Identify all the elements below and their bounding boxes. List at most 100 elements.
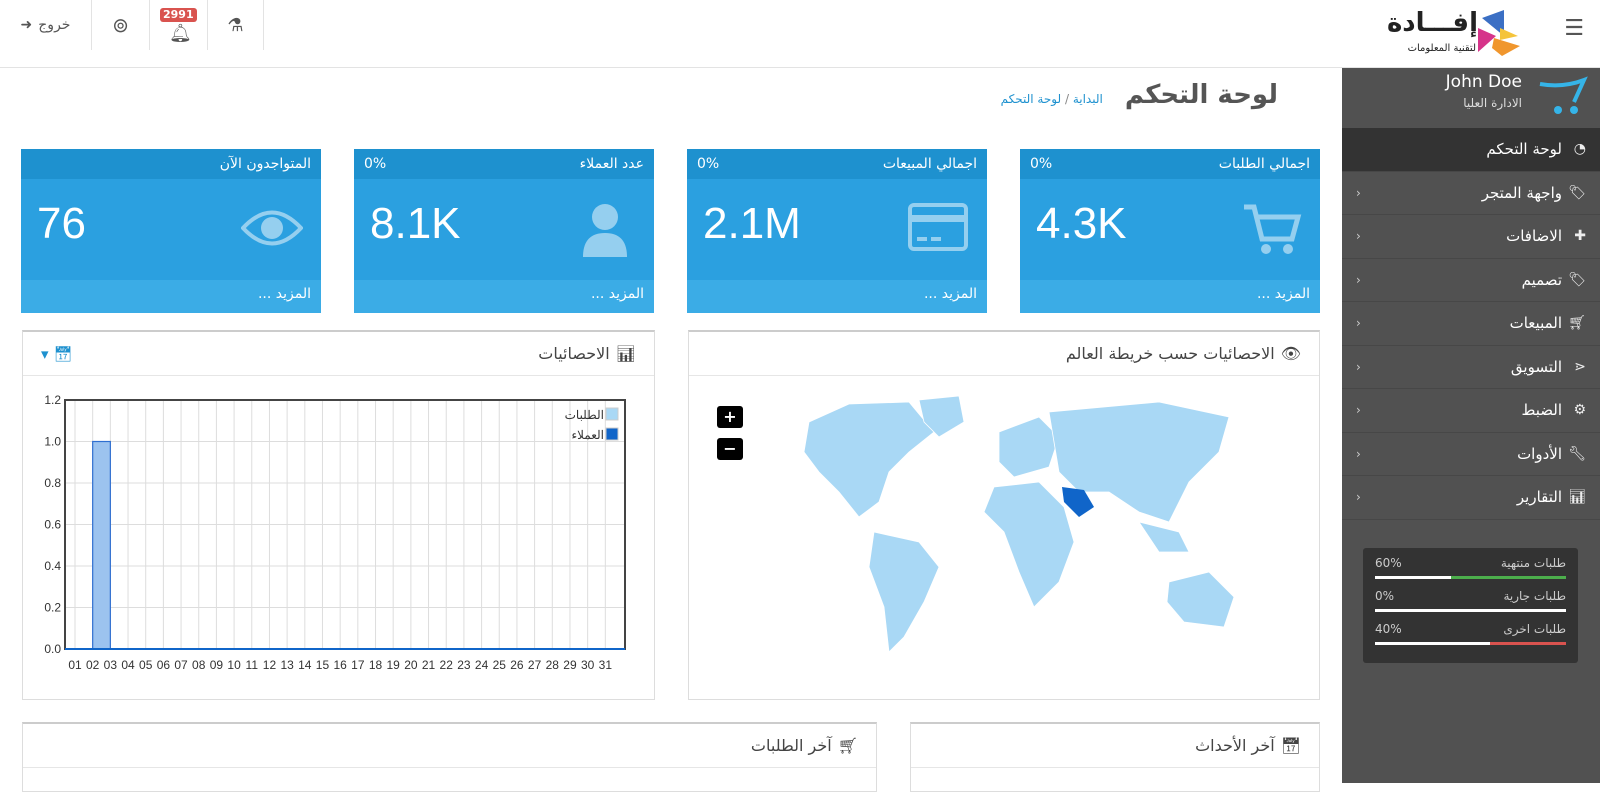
- x-tick-label: 25: [493, 658, 507, 672]
- order-progress-box: طلبات منتهية 60% طلبات جارية 0% طلبات اخرى 40…: [1363, 548, 1578, 663]
- world-map[interactable]: [759, 392, 1279, 672]
- top-header: ➜ خروج ⊚ 2991 🔔︎ ⚗ إفـــادة لتقنية المعلوم…: [0, 0, 1600, 68]
- x-tick-label: 09: [210, 658, 224, 672]
- life-ring-icon: ⊚: [112, 13, 129, 37]
- map-europe: [998, 416, 1060, 478]
- map-australia: [1166, 571, 1235, 628]
- card-more-link[interactable]: المزيد ...: [1020, 280, 1320, 313]
- progress-bar: [1375, 642, 1566, 645]
- map-south-america: [868, 531, 940, 653]
- logo[interactable]: إفـــادة لتقنية المعلومات: [1374, 8, 1534, 58]
- sidebar-item[interactable]: ⋖ التسويق ‹: [1342, 346, 1600, 389]
- sidebar-item[interactable]: ◔ لوحة التحكم: [1342, 128, 1600, 172]
- y-tick-label: 0.0: [44, 642, 61, 656]
- y-tick-label: 0.2: [44, 601, 61, 615]
- x-tick-label: 08: [192, 658, 206, 672]
- date-range-dropdown[interactable]: 📅︎ ▾: [41, 345, 72, 363]
- eye-icon: 👁︎: [1280, 344, 1301, 363]
- sidebar-item[interactable]: ✚ الاضافات ‹: [1342, 215, 1600, 259]
- x-tick-label: 24: [475, 658, 489, 672]
- user-name: John Doe: [1445, 72, 1522, 92]
- chevron-left-icon: ‹: [1356, 403, 1361, 418]
- sidebar-item-label: الأدوات: [1517, 444, 1562, 463]
- y-tick-label: 0.4: [44, 559, 61, 573]
- latest-events-panel: 📅︎ آخر الأحداث: [910, 722, 1320, 792]
- card-more-link[interactable]: المزيد ...: [687, 280, 987, 313]
- chevron-left-icon: ‹: [1356, 272, 1361, 287]
- credit-card-icon: [908, 203, 968, 251]
- statistics-chart-panel: 📊︎ الاحصائيات 📅︎ ▾ 0.0 0.2 0.4 0.6 0.8 1.0 1.2 0…: [22, 330, 655, 700]
- x-tick-label: 20: [404, 658, 418, 672]
- cart-icon: [1244, 204, 1302, 254]
- card-more-link[interactable]: المزيد ...: [21, 280, 321, 313]
- sidebar-item-label: الاضافات: [1506, 227, 1562, 246]
- progress-value: 0%: [1375, 589, 1395, 603]
- map-asia: [1048, 401, 1230, 523]
- chevron-left-icon: ‹: [1356, 446, 1361, 461]
- progress-value: 40%: [1375, 622, 1402, 636]
- map-zoom-in-button[interactable]: +: [717, 406, 743, 428]
- logout-label: خروج: [38, 17, 71, 33]
- x-tick-label: 23: [457, 658, 471, 672]
- tags-icon: 🏷︎: [1568, 184, 1586, 201]
- opencart-logo-icon: [1539, 76, 1588, 114]
- tag-icon: 🏷︎: [1568, 271, 1586, 288]
- card-title: المتواجدون الآن: [219, 156, 311, 172]
- progress-fill: [1489, 642, 1566, 645]
- user-icon: [583, 204, 627, 257]
- sidebar-item[interactable]: 🏷︎ واجهة المتجر ‹: [1342, 172, 1600, 215]
- chevron-left-icon: ‹: [1356, 185, 1361, 200]
- user-profile[interactable]: John Doe الادارة العليا: [1342, 68, 1600, 128]
- sidebar-item[interactable]: 📊︎ التقارير ‹: [1342, 476, 1600, 520]
- y-tick-label: 0.8: [44, 476, 61, 490]
- help-button[interactable]: ⊚: [92, 0, 150, 50]
- breadcrumb-current[interactable]: لوحة التحكم: [1000, 92, 1062, 106]
- sidebar-item-label: لوحة التحكم: [1486, 140, 1562, 159]
- card-value: 8.1K: [370, 199, 461, 248]
- flask-button[interactable]: ⚗: [208, 0, 264, 50]
- map-north-america: [803, 401, 935, 518]
- page-title: لوحة التحكم: [1124, 80, 1278, 110]
- x-tick-label: 21: [422, 658, 436, 672]
- x-tick-label: 16: [333, 658, 347, 672]
- card-percent: 0%: [364, 156, 387, 172]
- legend-swatch: [605, 407, 619, 421]
- x-tick-label: 29: [563, 658, 577, 672]
- legend-label: الطلبات: [565, 408, 604, 422]
- sidebar-item[interactable]: 🔧︎ الأدوات ‹: [1342, 433, 1600, 476]
- logout-button[interactable]: ➜ خروج: [0, 0, 92, 50]
- breadcrumb-home[interactable]: البداية: [1072, 92, 1103, 106]
- map-zoom-out-button[interactable]: −: [717, 438, 743, 460]
- x-tick-label: 30: [581, 658, 595, 672]
- sidebar-item[interactable]: ⚙ الضبط ‹: [1342, 389, 1600, 433]
- map-greenland: [918, 395, 965, 438]
- x-tick-label: 19: [387, 658, 401, 672]
- map-saudi-arabia: [1062, 487, 1094, 517]
- x-tick-label: 28: [546, 658, 560, 672]
- progress-label: طلبات جارية: [1503, 589, 1566, 603]
- chevron-left-icon: ‹: [1356, 229, 1361, 244]
- x-tick-label: 05: [139, 658, 153, 672]
- legend-swatch: [605, 427, 619, 441]
- card-title: عدد العملاء: [579, 156, 644, 172]
- x-tick-label: 18: [369, 658, 383, 672]
- sidebar-item[interactable]: 🛒︎ المبيعات ‹: [1342, 302, 1600, 346]
- x-tick-label: 26: [510, 658, 524, 672]
- bar[interactable]: [92, 440, 111, 650]
- progress-row: طلبات جارية 0%: [1375, 589, 1566, 612]
- menu-toggle-icon[interactable]: ☰: [1564, 16, 1584, 41]
- wrench-icon: 🔧︎: [1568, 445, 1586, 462]
- gear-icon: ⚙: [1573, 402, 1586, 419]
- card-more-link[interactable]: المزيد ...: [354, 280, 654, 313]
- sidebar-item-label: التقارير: [1516, 488, 1562, 507]
- progress-bar: [1375, 576, 1566, 579]
- stat-card: المتواجدون الآن 76 المزيد ...: [21, 149, 321, 313]
- notifications-button[interactable]: 2991 🔔︎: [150, 0, 208, 50]
- progress-label: طلبات اخرى: [1503, 622, 1566, 636]
- sidebar-nav: ◔ لوحة التحكم 🏷︎ واجهة المتجر ‹ ✚ الاضافات ‹ 🏷︎ ت…: [1342, 128, 1600, 520]
- chart-panel-title: الاحصائيات: [538, 344, 610, 363]
- stat-card: اجمالي الطلبات 0% 4.3K المزيد ...: [1020, 149, 1320, 313]
- sidebar-item[interactable]: 🏷︎ تصميم ‹: [1342, 259, 1600, 302]
- card-title: اجمالي المبيعات: [882, 156, 977, 172]
- card-value: 2.1M: [703, 199, 801, 248]
